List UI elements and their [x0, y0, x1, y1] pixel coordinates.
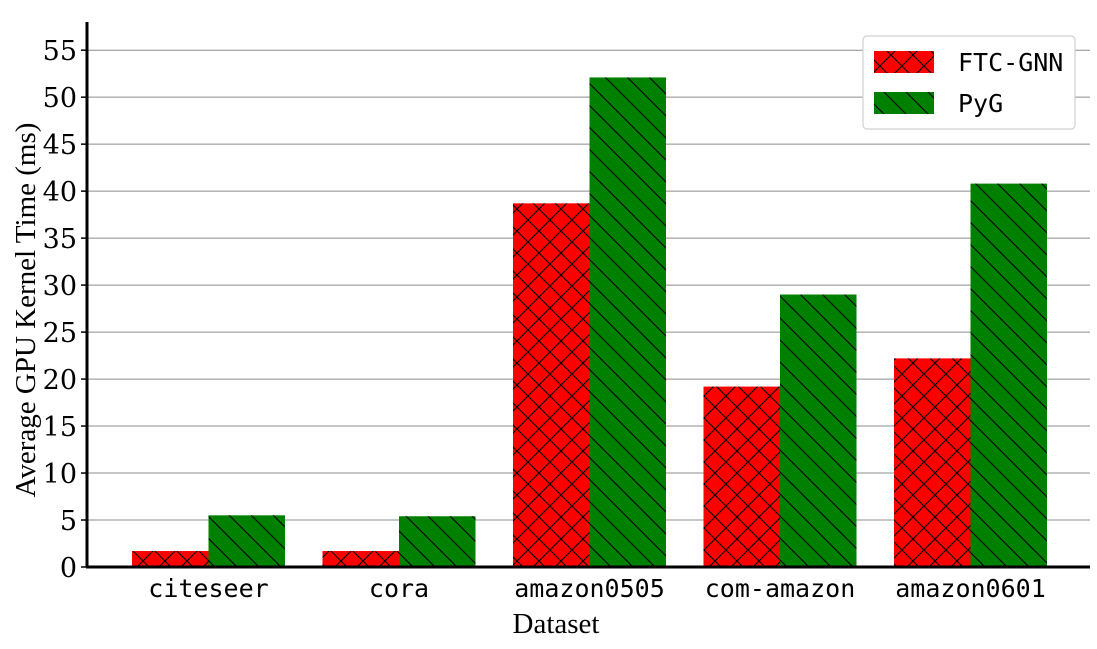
y-tick-label: 5 — [60, 506, 77, 537]
y-tick-label: 40 — [43, 177, 77, 208]
legend-swatch-ftc-gnn-hatch — [874, 51, 934, 73]
bar-hatch — [132, 551, 209, 567]
y-tick-labels: 0 5 10 15 20 25 30 35 40 45 50 55 — [43, 36, 87, 584]
legend-label-pyg: PyG — [958, 89, 1003, 118]
legend-label-ftc-gnn: FTC-GNN — [958, 48, 1063, 77]
y-axis-title: Average GPU Kernel Time (ms) — [10, 123, 42, 498]
bar-hatch — [894, 358, 971, 567]
y-tick-label: 10 — [43, 459, 77, 490]
x-tick-label: amazon0505 — [514, 574, 665, 603]
bar-hatch — [208, 515, 285, 567]
x-axis-title: Dataset — [513, 608, 600, 640]
axes — [85, 22, 1090, 569]
y-tick-label: 15 — [43, 412, 77, 443]
y-tick-label: 45 — [43, 130, 77, 161]
y-tick-label: 25 — [43, 318, 77, 349]
bar-hatch — [399, 516, 476, 567]
bar-hatch — [703, 386, 780, 567]
legend: FTC-GNN PyG — [862, 35, 1076, 130]
y-tick-label: 55 — [43, 36, 77, 67]
x-tick-label: amazon0601 — [895, 574, 1046, 603]
bar-hatch — [970, 183, 1047, 567]
y-tick-label: 35 — [43, 224, 77, 255]
bar-hatch — [780, 294, 857, 567]
bars — [132, 77, 1047, 568]
legend-swatch-pyg-hatch — [874, 92, 934, 114]
y-tick-label: 20 — [43, 365, 77, 396]
x-tick-label: cora — [369, 574, 429, 603]
bar-hatch — [513, 203, 590, 567]
y-tick-label: 0 — [60, 553, 77, 584]
x-tick-label: citeseer — [148, 574, 268, 603]
y-tick-label: 30 — [43, 271, 77, 302]
x-tick-label: com-amazon — [705, 574, 856, 603]
y-tick-label: 50 — [43, 83, 77, 114]
bar-hatch — [589, 77, 666, 568]
x-tick-labels: citeseer cora amazon0505 com-amazon amazon06… — [148, 574, 1045, 603]
bar-hatch — [322, 551, 399, 567]
